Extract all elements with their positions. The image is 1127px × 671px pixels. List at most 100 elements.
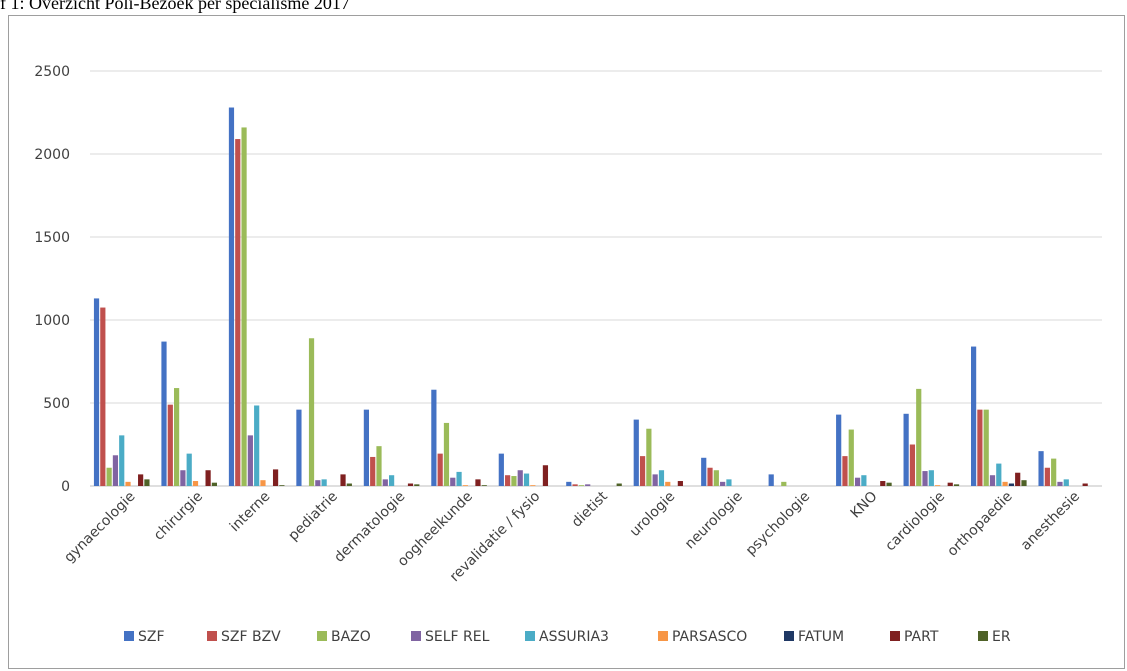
bar	[340, 474, 346, 486]
bar	[523, 473, 530, 486]
bar	[701, 457, 707, 486]
x-tick-label: dietist	[569, 488, 611, 530]
bar	[414, 484, 420, 486]
bar	[1057, 481, 1063, 486]
x-tick-label: gynaecologie	[61, 489, 138, 566]
bar	[768, 474, 774, 486]
x-axis: gynaecologie chirurgie interne pediatrieder…	[61, 488, 1083, 585]
bar	[505, 475, 511, 486]
x-tick-label: KNO	[848, 489, 881, 522]
bar	[989, 475, 996, 486]
bar	[382, 479, 388, 486]
bar	[205, 470, 211, 486]
bar	[542, 465, 549, 486]
legend-label: PART	[904, 629, 939, 645]
bar	[928, 470, 934, 486]
bar	[658, 470, 665, 486]
bar	[726, 479, 732, 486]
bar	[279, 485, 285, 486]
bar	[922, 471, 928, 486]
legend: SZF SZF BZV BAZO SELF REL ASSURIA3 PARSASCO FA…	[124, 629, 1011, 645]
bar	[167, 404, 173, 486]
bars	[93, 107, 1088, 487]
bar	[781, 481, 787, 486]
bar	[138, 474, 144, 486]
bar	[848, 429, 854, 486]
bar	[192, 481, 199, 486]
legend-swatch	[978, 631, 988, 641]
bar	[953, 484, 960, 486]
bar	[880, 481, 886, 486]
x-tick-label: anesthesie	[1018, 489, 1083, 554]
bar	[1044, 467, 1050, 486]
bar	[909, 444, 916, 486]
bar	[260, 480, 266, 486]
bar	[125, 481, 131, 486]
legend-swatch	[890, 631, 900, 641]
legend-label: ER	[992, 629, 1011, 645]
legend-swatch	[124, 631, 134, 641]
bar	[180, 470, 186, 486]
bar	[511, 476, 517, 486]
y-axis: 0 500 1000 1500 2000 2500	[34, 64, 70, 495]
legend-swatch	[317, 631, 327, 641]
bar	[633, 419, 639, 486]
bar	[1063, 479, 1069, 486]
legend-label: BAZO	[331, 629, 371, 645]
legend-swatch	[658, 631, 668, 641]
legend-swatch	[525, 631, 535, 641]
bar	[363, 409, 369, 486]
chart-frame	[8, 15, 1125, 669]
x-tick-label: cardiologie	[882, 489, 948, 555]
legend-swatch	[207, 631, 217, 641]
bar	[1021, 480, 1027, 486]
bar	[321, 479, 327, 486]
bar	[431, 389, 437, 486]
x-tick-label: neurologie	[682, 489, 746, 553]
bar	[437, 453, 443, 486]
bar	[1002, 481, 1008, 486]
bar	[462, 485, 468, 486]
bar	[112, 455, 119, 486]
legend-label: ASSURIA3	[539, 629, 609, 645]
bar	[517, 470, 523, 486]
bar	[389, 475, 395, 486]
bar	[903, 413, 909, 486]
bar	[315, 480, 321, 486]
bar	[247, 435, 253, 486]
figure-caption: f 1: Overzicht Poli-Bezoek per specialis…	[0, 0, 350, 13]
x-tick-label: interne	[227, 489, 274, 536]
bar	[211, 482, 217, 486]
bar	[241, 127, 247, 486]
x-tick-label: psychologie	[743, 489, 813, 559]
bar	[530, 485, 536, 486]
bar	[652, 474, 658, 486]
y-tick-label: 2000	[34, 147, 70, 163]
bar	[106, 467, 112, 486]
legend-label: SELF REL	[425, 629, 490, 645]
bar	[572, 484, 578, 486]
bar	[100, 307, 106, 486]
y-tick-label: 500	[43, 396, 70, 412]
bar	[1082, 483, 1088, 486]
bar	[977, 409, 983, 486]
bar	[916, 388, 922, 486]
y-tick-label: 0	[61, 479, 70, 495]
bar	[296, 409, 302, 486]
bar	[639, 456, 646, 486]
bar	[578, 485, 584, 486]
bar	[456, 471, 462, 486]
bar	[996, 463, 1002, 486]
y-tick-label: 1500	[34, 230, 70, 246]
bar	[144, 479, 150, 486]
bar	[646, 428, 652, 486]
bar	[707, 467, 713, 486]
bar	[376, 446, 382, 486]
bar	[450, 477, 456, 486]
legend-label: PARSASCO	[672, 629, 747, 645]
bar	[407, 483, 414, 486]
bar	[228, 107, 235, 487]
bar	[713, 470, 719, 486]
bar	[1038, 451, 1044, 486]
x-tick-label: urologie	[627, 489, 678, 540]
